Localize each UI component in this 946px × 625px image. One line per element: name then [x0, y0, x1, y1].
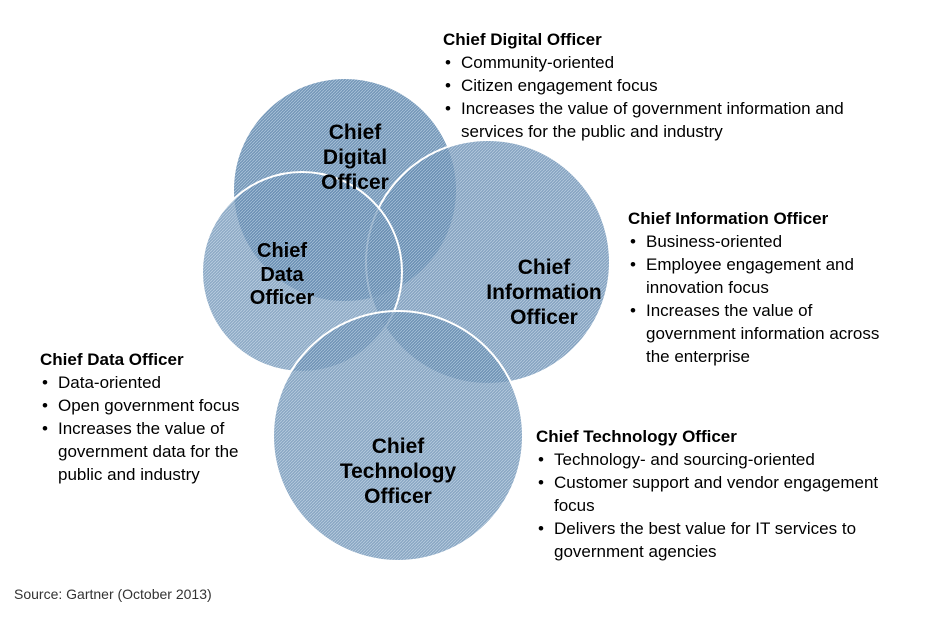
description-title: Chief Technology Officer: [536, 427, 737, 446]
description-item: Increases the value of government inform…: [628, 299, 888, 368]
description-item: Customer support and vendor engagement f…: [536, 471, 881, 517]
circle-label-technology: Chief Technology Officer: [339, 435, 457, 508]
description-technology: Chief Technology Officer Technology- and…: [536, 425, 881, 563]
description-item: Community-oriented: [443, 51, 863, 74]
description-item: Increases the value of government inform…: [443, 97, 863, 143]
source-note: Source: Gartner (October 2013): [14, 586, 212, 602]
description-item: Technology- and sourcing-oriented: [536, 448, 881, 471]
description-digital: Chief Digital Officer Community-oriented…: [443, 28, 863, 143]
description-item: Data-oriented: [40, 371, 272, 394]
description-item: Citizen engagement focus: [443, 74, 863, 97]
description-item: Open government focus: [40, 394, 272, 417]
description-data: Chief Data Officer Data-oriented Open go…: [40, 348, 272, 486]
description-title: Chief Information Officer: [628, 209, 829, 228]
description-information: Chief Information Officer Business-orien…: [628, 207, 888, 368]
circle-technology: [272, 310, 524, 562]
description-item: Increases the value of government data f…: [40, 417, 272, 486]
circle-label-information: Chief Information Officer: [486, 256, 602, 329]
description-item: Business-oriented: [628, 230, 888, 253]
description-title: Chief Data Officer: [40, 350, 184, 369]
description-item: Delivers the best value for IT services …: [536, 517, 881, 563]
description-title: Chief Digital Officer: [443, 30, 602, 49]
circle-label-digital: Chief Digital Officer: [321, 121, 389, 194]
description-item: Employee engagement and innovation focus: [628, 253, 888, 299]
circle-label-data: Chief Data Officer: [249, 240, 315, 310]
